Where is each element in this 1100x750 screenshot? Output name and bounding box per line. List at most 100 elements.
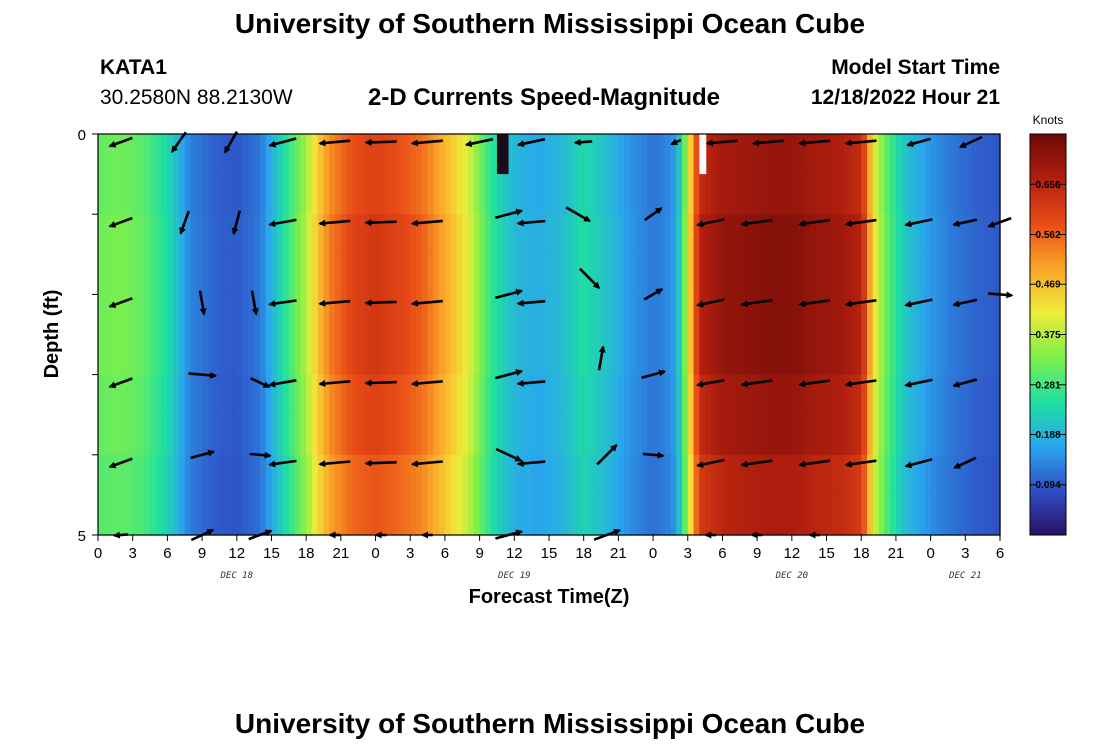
heatmap-cell [283,334,290,376]
heatmap-cell [473,174,481,215]
y-tick-label: 0 [78,127,86,144]
heatmap-cell [728,334,735,376]
heatmap-cell [629,414,637,456]
heatmap-cell [791,414,799,456]
heatmap-cell [560,134,567,175]
heatmap-cell [618,214,625,255]
heatmap-cell [953,374,961,416]
heatmap-cell [173,254,180,295]
heatmap-cell [150,134,157,175]
heatmap-cell [907,294,914,336]
heatmap-cell [98,334,105,376]
heatmap-cell [450,334,458,376]
heatmap-cell [444,214,452,255]
heatmap-cell [612,174,619,215]
heatmap-cell [543,254,550,295]
heatmap-cell [872,214,880,255]
heatmap-cell [554,134,562,175]
heatmap-cell [363,174,371,215]
heatmap-cell [728,254,735,295]
heatmap-cell [953,334,961,376]
heatmap-cell [751,254,758,295]
heatmap-cell [150,494,157,536]
heatmap-cell [612,134,619,175]
heatmap-cell [589,374,596,416]
heatmap-cell [647,134,654,175]
heatmap-cell [427,414,434,456]
heatmap-cell [982,494,990,536]
heatmap-cell [167,454,174,496]
heatmap-cell [132,134,140,175]
heatmap-cell [444,454,452,496]
current-vector-arrow [958,135,983,149]
current-vector-arrow [578,267,601,290]
heatmap-cell [213,134,221,175]
heatmap-cell [589,254,596,295]
heatmap-cell [202,334,209,376]
heatmap-cell [814,174,822,215]
heatmap-cell [635,254,643,295]
heatmap-cell [150,334,157,376]
heatmap-cell [502,334,510,376]
heatmap-cell [132,414,140,456]
heatmap-cell [664,374,672,416]
heatmap-cell [190,254,197,295]
heatmap-cell [838,334,845,376]
heatmap-cell [311,454,319,496]
heatmap-cell [543,454,550,496]
heatmap-cell [306,414,313,456]
heatmap-cell [988,414,995,456]
heatmap-cell [242,174,249,215]
heatmap-cell [629,134,637,175]
heatmap-cell [144,374,151,416]
heatmap-cell [444,294,452,336]
heatmap-cell [653,374,660,416]
heatmap-cell [647,414,654,456]
heatmap-cell [462,174,469,215]
heatmap-cell [410,334,417,376]
heatmap-cell [439,374,446,416]
heatmap-cell [867,254,874,295]
heatmap-cell [774,454,781,496]
heatmap-cell [612,494,619,536]
heatmap-cell [791,214,799,255]
heatmap-cell [283,294,290,336]
heatmap-cell [346,254,354,295]
heatmap-cell [757,374,764,416]
current-vector-arrow [516,460,546,468]
heatmap-cell [774,334,781,376]
heatmap-cell [890,494,897,536]
heatmap-cell [803,254,810,295]
heatmap-cell [502,174,510,215]
heatmap-cell [780,134,787,175]
heatmap-cell [728,294,735,336]
heatmap-cell [213,334,221,376]
heatmap-cell [381,294,388,336]
x-tick-label: 12 [506,545,523,562]
heatmap-cell [398,294,406,336]
heatmap-cell [155,454,163,496]
heatmap-cell [959,214,966,255]
heatmap-cell [410,174,417,215]
heatmap-cell [242,334,249,376]
heatmap-cell [410,214,417,255]
heatmap-cell [514,494,521,536]
heatmap-cell [340,294,348,336]
heatmap-cell [676,494,683,536]
heatmap-cell [329,254,336,295]
heatmap-cell [115,294,122,336]
heatmap-cell [757,454,764,496]
heatmap-cell [803,334,810,376]
heatmap-cell [843,414,851,456]
heatmap-cell [439,214,446,255]
heatmap-cell [549,454,556,496]
heatmap-cell [323,174,330,215]
heatmap-cell [369,334,377,376]
heatmap-cell [930,454,937,496]
heatmap-cell [664,174,672,215]
heatmap-cell [930,254,937,295]
heatmap-cell [855,254,862,295]
heatmap-cell [670,494,677,536]
y-tick-label: 5 [78,528,86,545]
heatmap-cell [953,174,961,215]
